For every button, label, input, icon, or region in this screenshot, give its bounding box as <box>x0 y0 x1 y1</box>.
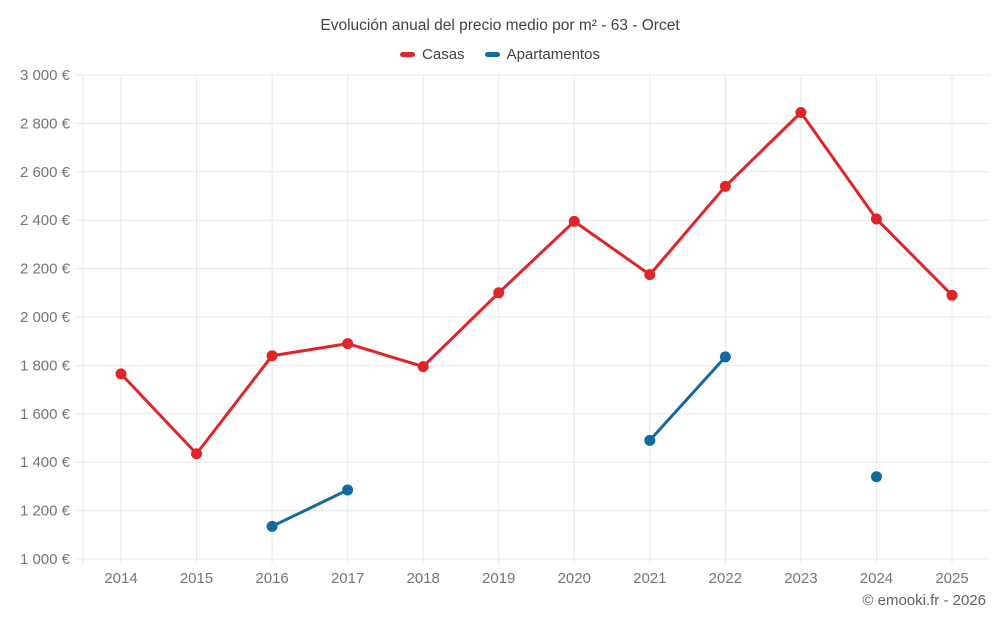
x-axis-tick-label: 2025 <box>935 570 968 587</box>
series-line-casas <box>119 111 954 456</box>
chart-title: Evolución anual del precio medio por m² … <box>320 17 680 34</box>
legend-item-apartamentos[interactable]: Apartamentos <box>484 46 600 63</box>
series-line-apartamentos <box>648 355 727 442</box>
legend-swatch-apartamentos <box>484 52 500 57</box>
y-axis-tick-label: 1 400 € <box>20 454 71 471</box>
legend-label-casas: Casas <box>422 46 465 63</box>
x-axis-tick-label: 2019 <box>482 570 515 587</box>
data-point-casas-2020[interactable] <box>568 215 580 227</box>
legend-item-casas[interactable]: Casas <box>400 46 465 63</box>
copyright-credit: © emooki.fr - 2026 <box>862 592 986 609</box>
data-point-casas-2018[interactable] <box>417 361 429 373</box>
y-axis-tick-label: 2 400 € <box>20 212 71 229</box>
data-point-apartamentos-2021[interactable] <box>644 434 656 446</box>
legend-label-apartamentos: Apartamentos <box>506 46 600 63</box>
x-axis-tick-label: 2022 <box>709 570 742 587</box>
x-axis-tick-label: 2018 <box>406 570 439 587</box>
y-axis-tick-label: 1 200 € <box>20 503 71 520</box>
data-point-casas-2025[interactable] <box>946 289 958 301</box>
data-point-casas-2021[interactable] <box>644 269 656 281</box>
x-axis-tick-label: 2017 <box>331 570 364 587</box>
y-axis-tick-label: 2 800 € <box>20 115 71 132</box>
y-axis-tick-label: 2 200 € <box>20 261 71 278</box>
y-axis-tick-label: 2 600 € <box>20 164 71 181</box>
data-point-casas-2023[interactable] <box>795 107 807 119</box>
legend-swatch-casas <box>400 52 416 57</box>
x-axis-tick-label: 2020 <box>558 570 591 587</box>
data-point-apartamentos-2024[interactable] <box>870 471 882 483</box>
chart-legend: Casas Apartamentos <box>0 46 1000 63</box>
data-point-casas-2016[interactable] <box>266 350 278 362</box>
data-point-apartamentos-2022[interactable] <box>719 351 731 363</box>
y-axis-tick-label: 2 000 € <box>20 309 71 326</box>
data-point-casas-2019[interactable] <box>493 287 505 299</box>
x-axis-tick-label: 2014 <box>104 570 137 587</box>
x-axis-tick-label: 2015 <box>180 570 213 587</box>
data-point-casas-2024[interactable] <box>870 213 882 225</box>
data-point-apartamentos-2017[interactable] <box>342 484 354 496</box>
y-axis-tick-label: 1 800 € <box>20 357 71 374</box>
series-line-apartamentos <box>270 488 350 528</box>
data-point-casas-2022[interactable] <box>719 180 731 192</box>
data-point-casas-2017[interactable] <box>342 338 354 350</box>
data-point-apartamentos-2016[interactable] <box>266 520 278 532</box>
x-axis-tick-label: 2021 <box>633 570 666 587</box>
data-point-casas-2014[interactable] <box>115 368 127 380</box>
y-axis-tick-label: 1 600 € <box>20 406 71 423</box>
x-axis-tick-label: 2016 <box>255 570 288 587</box>
x-axis-tick-label: 2024 <box>860 570 893 587</box>
y-axis-tick-label: 3 000 € <box>20 67 71 84</box>
data-point-casas-2015[interactable] <box>191 448 203 460</box>
y-axis-tick-label: 1 000 € <box>20 551 71 568</box>
x-axis-tick-label: 2023 <box>784 570 817 587</box>
